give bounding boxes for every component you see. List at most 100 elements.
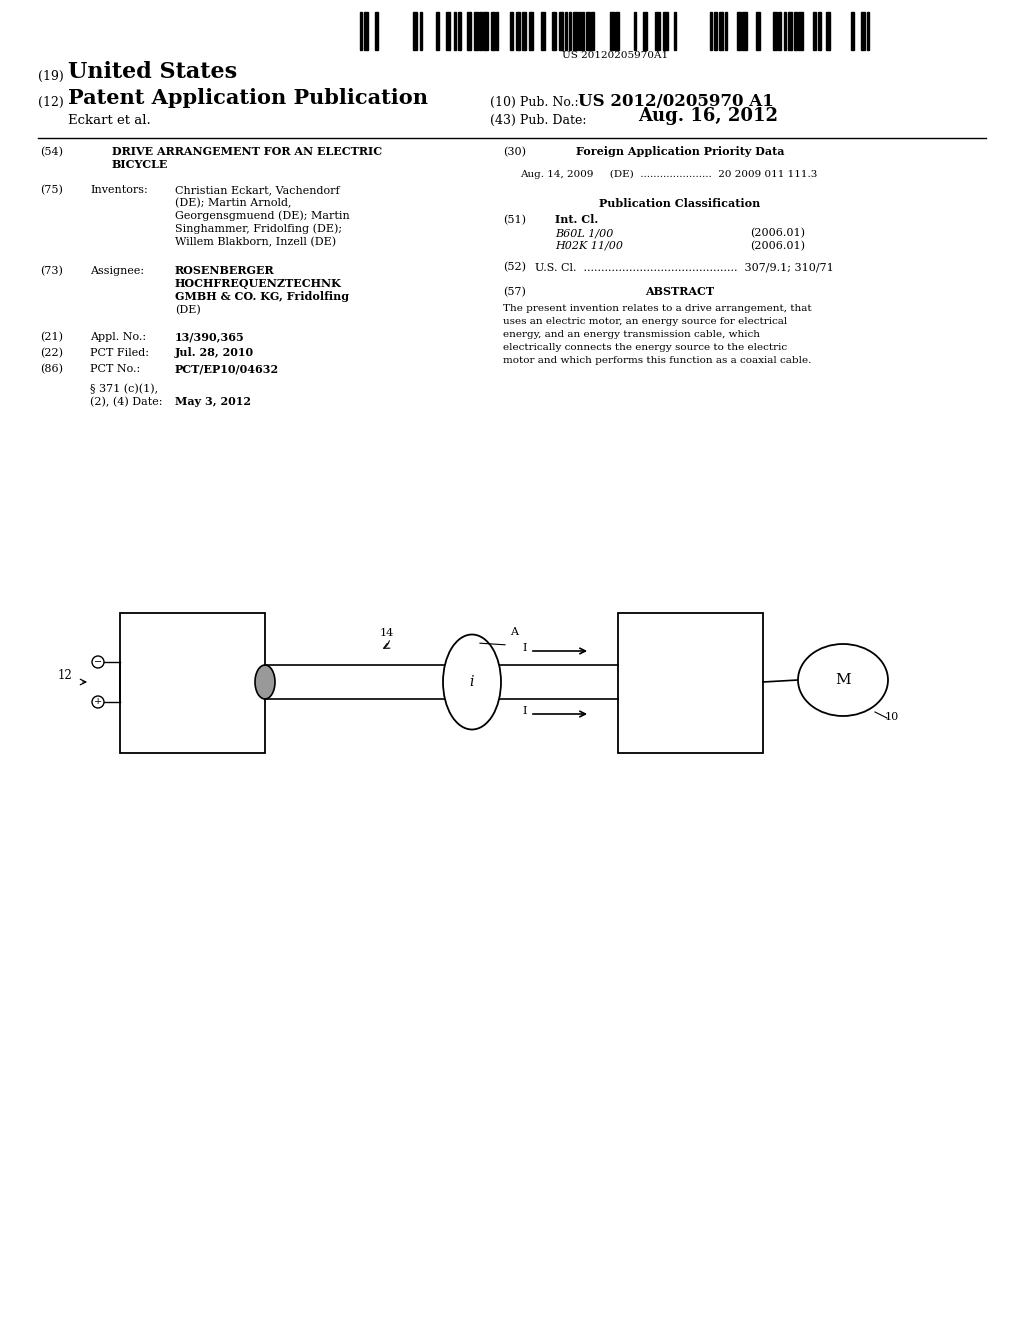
Bar — [573, 12, 578, 50]
Bar — [458, 12, 461, 50]
Text: (22): (22) — [40, 347, 63, 358]
Text: Assignee:: Assignee: — [90, 267, 144, 276]
Text: 12: 12 — [58, 669, 73, 682]
Bar — [552, 12, 556, 50]
Text: Publication Classification: Publication Classification — [599, 198, 761, 209]
Text: PCT/EP10/04632: PCT/EP10/04632 — [175, 363, 280, 374]
Text: May 3, 2012: May 3, 2012 — [175, 396, 251, 407]
Text: US 2012/0205970 A1: US 2012/0205970 A1 — [578, 92, 774, 110]
Bar — [655, 12, 660, 50]
Bar — [773, 12, 776, 50]
Text: (52): (52) — [503, 261, 526, 272]
Text: I: I — [522, 706, 527, 715]
Bar — [583, 12, 585, 50]
Text: Eckart et al.: Eckart et al. — [68, 114, 151, 127]
Bar — [467, 12, 471, 50]
Bar — [851, 12, 854, 50]
Bar — [496, 12, 499, 50]
Bar — [710, 12, 712, 50]
Text: i: i — [470, 675, 474, 689]
Text: (21): (21) — [40, 331, 63, 342]
Text: 13/390,365: 13/390,365 — [175, 331, 245, 342]
Bar — [860, 12, 865, 50]
Ellipse shape — [798, 644, 888, 715]
Text: electrically connects the energy source to the electric: electrically connects the energy source … — [503, 343, 787, 352]
Bar — [569, 12, 570, 50]
Bar — [516, 12, 520, 50]
Text: (75): (75) — [40, 185, 62, 195]
Text: +: + — [94, 697, 102, 706]
Text: 14: 14 — [380, 628, 394, 638]
Bar — [818, 12, 821, 50]
Bar — [436, 12, 438, 50]
Bar — [565, 12, 567, 50]
Text: Inventors:: Inventors: — [90, 185, 147, 195]
Text: uses an electric motor, an energy source for electrical: uses an electric motor, an energy source… — [503, 317, 787, 326]
Text: −: − — [94, 657, 102, 667]
Text: (19): (19) — [38, 70, 68, 83]
Bar — [375, 12, 378, 50]
Text: B60L 1/00: B60L 1/00 — [555, 228, 613, 238]
Text: (51): (51) — [503, 215, 526, 224]
Text: (2006.01): (2006.01) — [750, 227, 805, 238]
Bar — [813, 12, 815, 50]
Bar — [615, 12, 620, 50]
Bar — [610, 12, 614, 50]
Bar — [674, 12, 676, 50]
Text: United States: United States — [68, 61, 238, 83]
Text: Int. Cl.: Int. Cl. — [555, 214, 598, 224]
Ellipse shape — [255, 665, 275, 700]
Bar — [719, 12, 723, 50]
Text: (54): (54) — [40, 147, 63, 157]
Text: Appl. No.:: Appl. No.: — [90, 333, 146, 342]
Bar — [777, 12, 781, 50]
Text: motor and which performs this function as a coaxial cable.: motor and which performs this function a… — [503, 356, 811, 366]
Text: (12): (12) — [38, 96, 68, 110]
Bar — [736, 12, 740, 50]
Text: BICYCLE: BICYCLE — [112, 158, 168, 170]
Text: US 20120205970A1: US 20120205970A1 — [562, 51, 668, 59]
Bar — [446, 12, 451, 50]
Text: Willem Blakborn, Inzell (DE): Willem Blakborn, Inzell (DE) — [175, 236, 336, 247]
Text: M: M — [836, 673, 851, 686]
Bar — [784, 12, 786, 50]
Bar — [558, 12, 562, 50]
Bar — [473, 12, 478, 50]
Bar — [364, 12, 368, 50]
Bar — [522, 12, 526, 50]
Bar — [787, 12, 792, 50]
Text: (10) Pub. No.:: (10) Pub. No.: — [490, 96, 579, 110]
Text: (43) Pub. Date:: (43) Pub. Date: — [490, 114, 587, 127]
Bar — [866, 12, 869, 50]
Bar — [414, 12, 418, 50]
Text: DRIVE ARRANGEMENT FOR AN ELECTRIC: DRIVE ARRANGEMENT FOR AN ELECTRIC — [112, 147, 382, 157]
Text: (73): (73) — [40, 265, 62, 276]
Bar — [714, 12, 717, 50]
Text: A: A — [510, 627, 518, 638]
Text: 10: 10 — [885, 711, 899, 722]
Text: Aug. 16, 2012: Aug. 16, 2012 — [638, 107, 778, 125]
Bar — [799, 12, 803, 50]
Bar — [510, 12, 513, 50]
Bar — [591, 12, 594, 50]
Bar — [492, 12, 495, 50]
Text: The present invention relates to a drive arrangement, that: The present invention relates to a drive… — [503, 304, 812, 313]
Bar — [634, 12, 636, 50]
Text: H02K 11/00: H02K 11/00 — [555, 242, 623, 251]
Bar — [756, 12, 760, 50]
Bar — [483, 12, 488, 50]
Bar — [579, 12, 581, 50]
Bar — [454, 12, 456, 50]
Bar — [528, 12, 534, 50]
Bar — [120, 612, 265, 752]
Text: (DE); Martin Arnold,: (DE); Martin Arnold, — [175, 198, 292, 209]
Text: Patent Application Publication: Patent Application Publication — [68, 88, 428, 108]
Text: U.S. Cl.  ............................................  307/9.1; 310/71: U.S. Cl. ...............................… — [535, 261, 834, 272]
Text: (30): (30) — [503, 147, 526, 157]
Text: energy, and an energy transmission cable, which: energy, and an energy transmission cable… — [503, 330, 760, 339]
Bar — [643, 12, 646, 50]
Text: Aug. 14, 2009     (DE)  ......................  20 2009 011 111.3: Aug. 14, 2009 (DE) .....................… — [520, 170, 817, 180]
Bar — [725, 12, 727, 50]
Text: PCT No.:: PCT No.: — [90, 364, 140, 374]
Text: (2), (4) Date:: (2), (4) Date: — [90, 396, 163, 407]
